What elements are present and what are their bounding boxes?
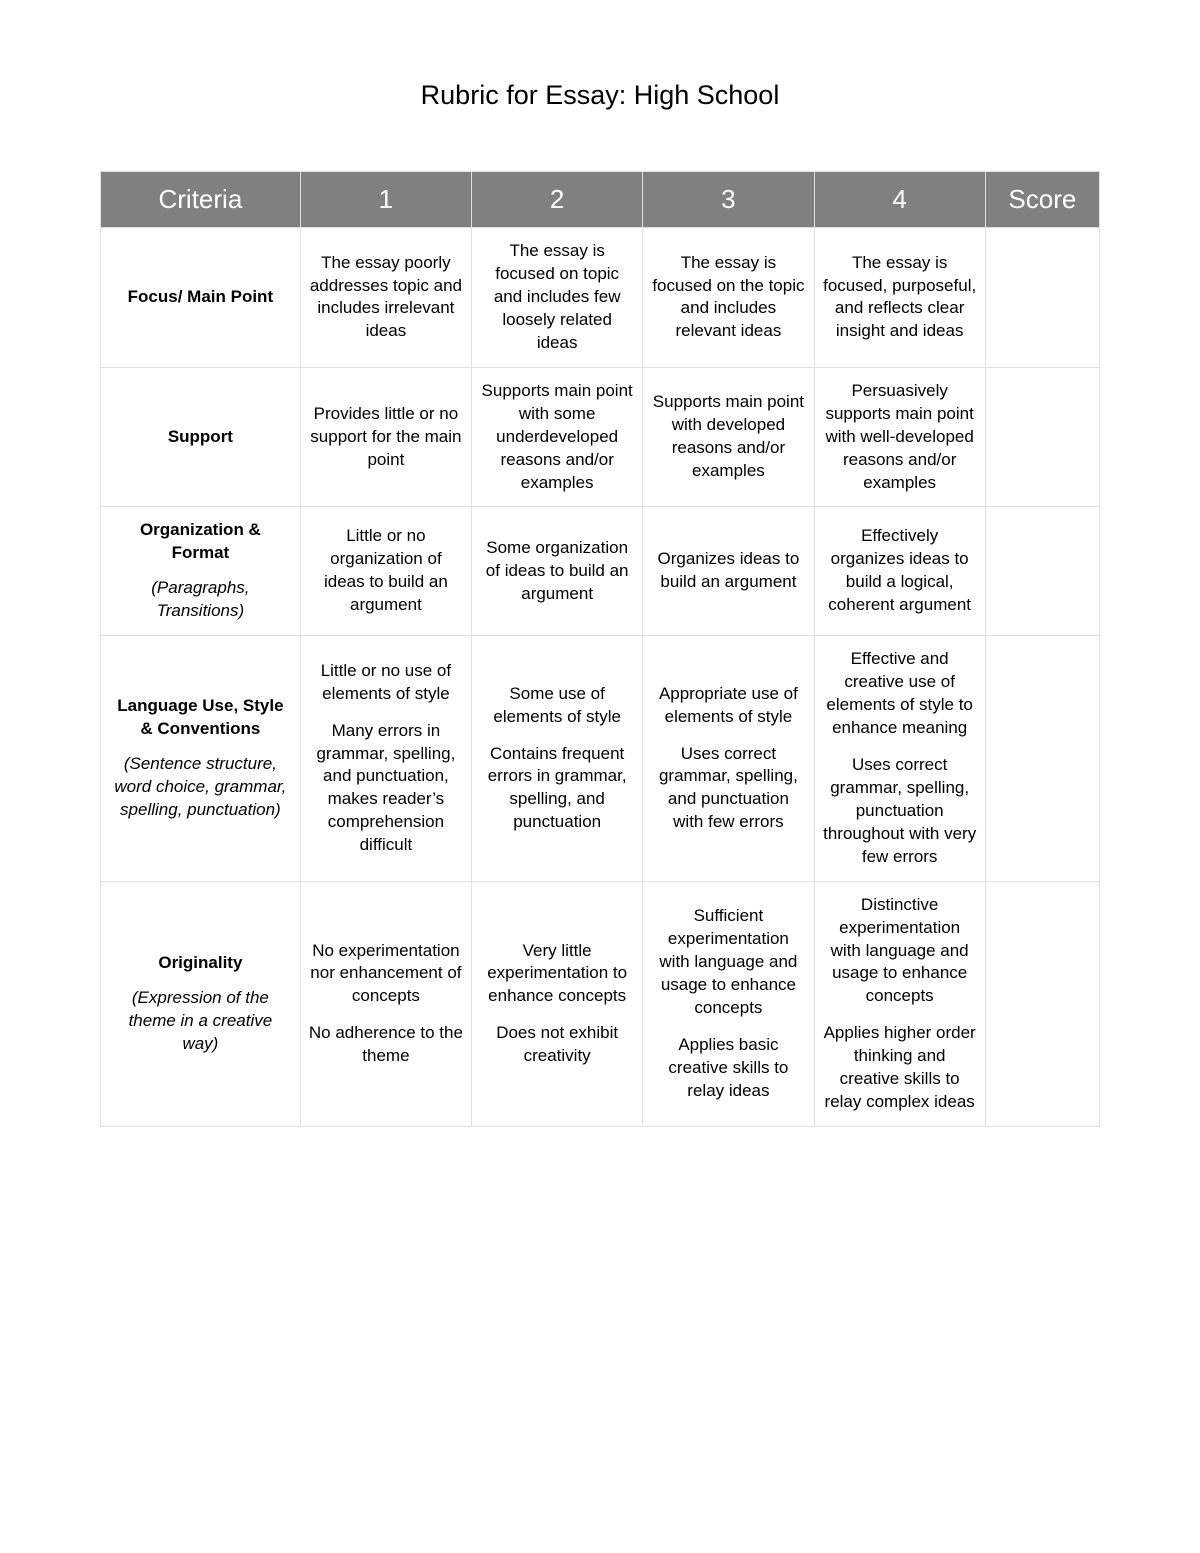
score-cell [985,636,1099,881]
level-text: The essay is focused, purposeful, and re… [823,252,977,344]
page-title: Rubric for Essay: High School [100,80,1100,111]
level-text: Some organization of ideas to build an a… [480,537,634,606]
level-cell: Very little experimentation to enhance c… [472,881,643,1126]
header-criteria: Criteria [101,172,301,228]
level-text: No experimentation nor enhancement of co… [309,940,463,1009]
level-text: Contains frequent errors in grammar, spe… [480,743,634,835]
criteria-main-label: Support [168,427,233,446]
score-cell [985,228,1099,368]
level-cell: The essay is focused on topic and includ… [472,228,643,368]
level-cell: The essay poorly addresses topic and inc… [300,228,471,368]
criteria-main-label: Language Use, Style & Conventions [117,696,283,738]
level-cell: Appropriate use of elements of style Uses… [643,636,814,881]
level-text: Persuasively supports main point with we… [823,380,977,495]
level-cell: Effectively organizes ideas to build a l… [814,507,985,636]
criteria-cell: Originality (Expression of the theme in a… [101,881,301,1126]
level-text: The essay is focused on the topic and in… [651,252,805,344]
level-text: Very little experimentation to enhance c… [480,940,634,1009]
level-cell: Persuasively supports main point with we… [814,367,985,507]
level-text: Effective and creative use of elements o… [823,648,977,740]
level-cell: Supports main point with some underdevel… [472,367,643,507]
header-level-2: 2 [472,172,643,228]
criteria-cell: Organization & Format (Paragraphs, Transi… [101,507,301,636]
rubric-body: Focus/ Main Point The essay poorly addres… [101,228,1100,1127]
level-text: Effectively organizes ideas to build a l… [823,525,977,617]
table-row: Focus/ Main Point The essay poorly addres… [101,228,1100,368]
level-text: Provides little or no support for the ma… [309,403,463,472]
level-text: Organizes ideas to build an argument [651,548,805,594]
criteria-sub-label: (Expression of the theme in a creative w… [109,987,292,1056]
level-text: Some use of elements of style [480,683,634,729]
table-row: Language Use, Style & Conventions (Senten… [101,636,1100,881]
header-level-4: 4 [814,172,985,228]
level-text: Uses correct grammar, spelling, punctuat… [823,754,977,869]
criteria-sub-label: (Sentence structure, word choice, gramma… [109,753,292,822]
score-cell [985,367,1099,507]
score-cell [985,881,1099,1126]
level-text: Uses correct grammar, spelling, and punc… [651,743,805,835]
table-row: Support Provides little or no support for… [101,367,1100,507]
header-level-1: 1 [300,172,471,228]
level-text: Little or no use of elements of style [309,660,463,706]
rubric-table: Criteria 1 2 3 4 Score Focus/ Main Point… [100,171,1100,1127]
level-text: Distinctive experimentation with languag… [823,894,977,1009]
level-text: Supports main point with developed reaso… [651,391,805,483]
level-cell: Provides little or no support for the ma… [300,367,471,507]
criteria-cell: Support [101,367,301,507]
level-cell: The essay is focused, purposeful, and re… [814,228,985,368]
level-text: Applies higher order thinking and creati… [823,1022,977,1114]
level-text: Appropriate use of elements of style [651,683,805,729]
level-cell: Supports main point with developed reaso… [643,367,814,507]
level-text: The essay poorly addresses topic and inc… [309,252,463,344]
level-cell: Sufficient experimentation with language… [643,881,814,1126]
level-cell: Effective and creative use of elements o… [814,636,985,881]
level-cell: Organizes ideas to build an argument [643,507,814,636]
level-text: Does not exhibit creativity [480,1022,634,1068]
level-text: No adherence to the theme [309,1022,463,1068]
criteria-cell: Language Use, Style & Conventions (Senten… [101,636,301,881]
table-header-row: Criteria 1 2 3 4 Score [101,172,1100,228]
level-cell: Some use of elements of style Contains fr… [472,636,643,881]
level-cell: Little or no organization of ideas to bu… [300,507,471,636]
level-text: Little or no organization of ideas to bu… [309,525,463,617]
criteria-sub-label: (Paragraphs, Transitions) [109,577,292,623]
level-cell: The essay is focused on the topic and in… [643,228,814,368]
header-score: Score [985,172,1099,228]
level-text: Many errors in grammar, spelling, and pu… [309,720,463,858]
criteria-main-label: Focus/ Main Point [128,287,273,306]
level-cell: Distinctive experimentation with languag… [814,881,985,1126]
score-cell [985,507,1099,636]
header-level-3: 3 [643,172,814,228]
criteria-main-label: Originality [158,953,242,972]
level-text: Applies basic creative skills to relay i… [651,1034,805,1103]
criteria-cell: Focus/ Main Point [101,228,301,368]
level-text: Supports main point with some underdevel… [480,380,634,495]
level-text: The essay is focused on topic and includ… [480,240,634,355]
table-row: Originality (Expression of the theme in a… [101,881,1100,1126]
level-cell: Some organization of ideas to build an a… [472,507,643,636]
table-row: Organization & Format (Paragraphs, Transi… [101,507,1100,636]
level-cell: Little or no use of elements of style Man… [300,636,471,881]
level-cell: No experimentation nor enhancement of co… [300,881,471,1126]
criteria-main-label: Organization & Format [140,520,261,562]
level-text: Sufficient experimentation with language… [651,905,805,1020]
